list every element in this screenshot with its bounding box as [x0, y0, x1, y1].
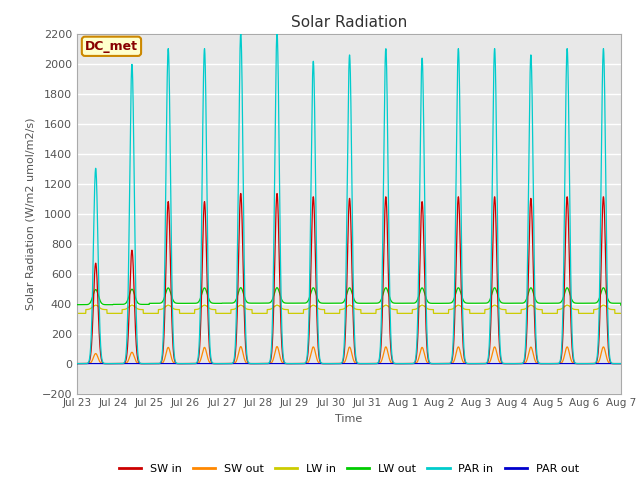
- X-axis label: Time: Time: [335, 414, 362, 424]
- Text: DC_met: DC_met: [85, 40, 138, 53]
- Y-axis label: Solar Radiation (W/m2 umol/m2/s): Solar Radiation (W/m2 umol/m2/s): [26, 117, 36, 310]
- Title: Solar Radiation: Solar Radiation: [291, 15, 407, 30]
- Legend: SW in, SW out, LW in, LW out, PAR in, PAR out: SW in, SW out, LW in, LW out, PAR in, PA…: [115, 459, 583, 478]
